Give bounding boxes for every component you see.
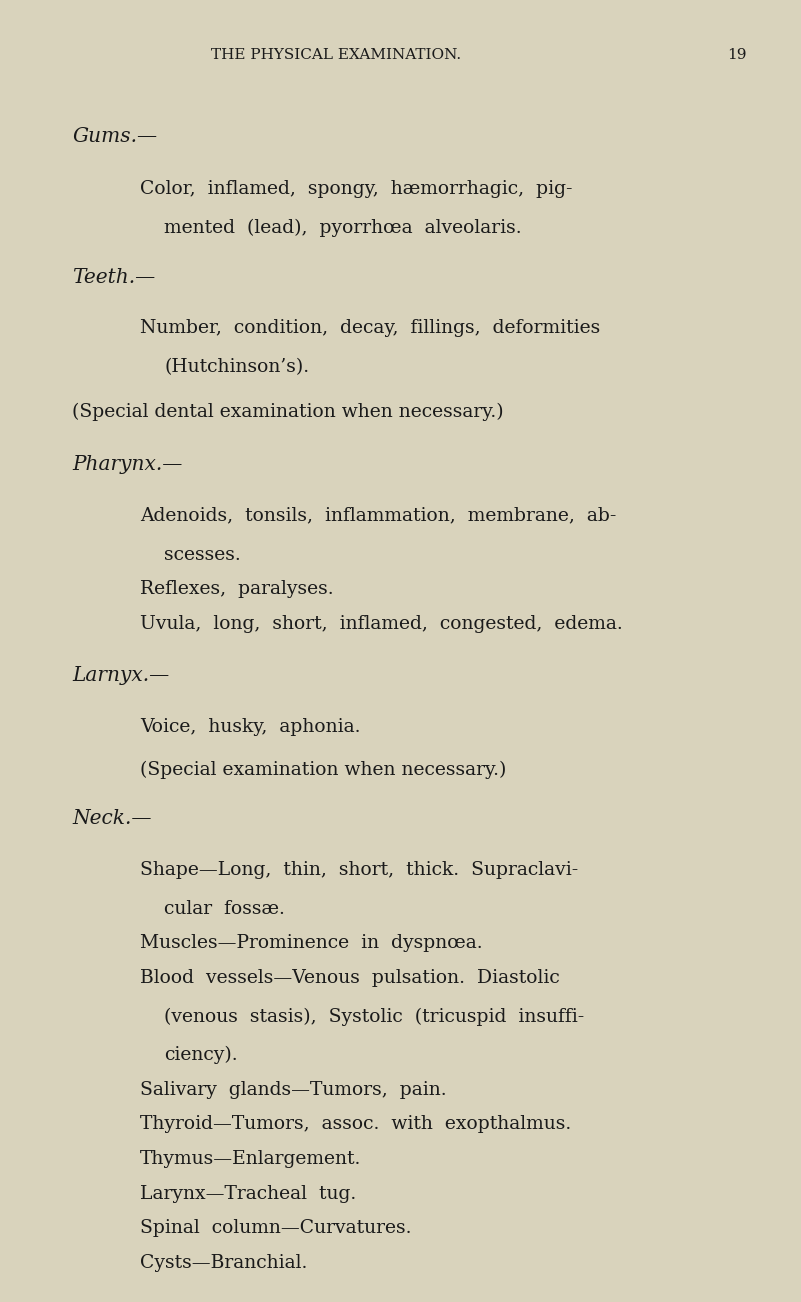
Text: Teeth.—: Teeth.— (72, 268, 155, 286)
Text: ciency).: ciency). (164, 1046, 238, 1064)
Text: Reflexes,  paralyses.: Reflexes, paralyses. (140, 579, 334, 598)
Text: Muscles—Prominence  in  dyspnœa.: Muscles—Prominence in dyspnœa. (140, 934, 483, 952)
Text: Gums.—: Gums.— (72, 128, 157, 146)
Text: Uvula,  long,  short,  inflamed,  congested,  edema.: Uvula, long, short, inflamed, congested,… (140, 615, 623, 633)
Text: Voice,  husky,  aphonia.: Voice, husky, aphonia. (140, 717, 360, 736)
Text: scesses.: scesses. (164, 546, 241, 564)
Text: Color,  inflamed,  spongy,  hæmorrhagic,  pig-: Color, inflamed, spongy, hæmorrhagic, pi… (140, 180, 573, 198)
Text: Blood  vessels—Venous  pulsation.  Diastolic: Blood vessels—Venous pulsation. Diastoli… (140, 969, 560, 987)
Text: (Special examination when necessary.): (Special examination when necessary.) (140, 760, 506, 779)
Text: (venous  stasis),  Systolic  (tricuspid  insuffi-: (venous stasis), Systolic (tricuspid ins… (164, 1008, 585, 1026)
Text: (Hutchinson’s).: (Hutchinson’s). (164, 358, 309, 376)
Text: Salivary  glands—Tumors,  pain.: Salivary glands—Tumors, pain. (140, 1081, 447, 1099)
Text: Spinal  column—Curvatures.: Spinal column—Curvatures. (140, 1219, 412, 1237)
Text: Larynx—Tracheal  tug.: Larynx—Tracheal tug. (140, 1185, 356, 1203)
Text: Shape—Long,  thin,  short,  thick.  Supraclavi-: Shape—Long, thin, short, thick. Supracla… (140, 861, 578, 879)
Text: (Special dental examination when necessary.): (Special dental examination when necessa… (72, 402, 504, 421)
Text: Pharynx.—: Pharynx.— (72, 456, 183, 474)
Text: Number,  condition,  decay,  fillings,  deformities: Number, condition, decay, fillings, defo… (140, 319, 601, 337)
Text: Thyroid—Tumors,  assoc.  with  exopthalmus.: Thyroid—Tumors, assoc. with exopthalmus. (140, 1115, 571, 1133)
Text: Adenoids,  tonsils,  inflammation,  membrane,  ab-: Adenoids, tonsils, inflammation, membran… (140, 506, 617, 525)
Text: mented  (lead),  pyorrhœa  alveolaris.: mented (lead), pyorrhœa alveolaris. (164, 219, 521, 237)
Text: Larnyx.—: Larnyx.— (72, 667, 169, 685)
Text: Cysts—Branchial.: Cysts—Branchial. (140, 1254, 308, 1272)
Text: Thymus—Enlargement.: Thymus—Enlargement. (140, 1150, 361, 1168)
Text: Neck.—: Neck.— (72, 810, 151, 828)
Text: cular  fossæ.: cular fossæ. (164, 900, 285, 918)
Text: THE PHYSICAL EXAMINATION.: THE PHYSICAL EXAMINATION. (211, 48, 461, 61)
Text: 19: 19 (727, 48, 747, 61)
